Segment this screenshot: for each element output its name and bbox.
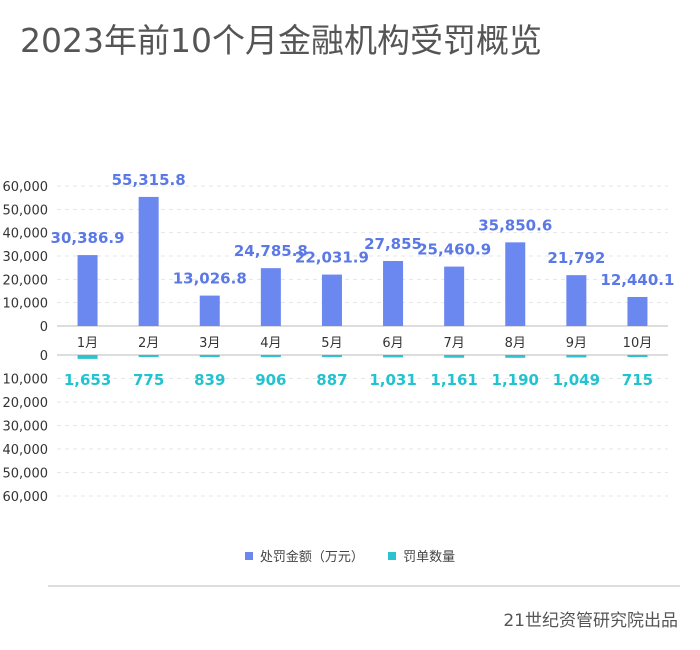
bar-count: [566, 355, 587, 358]
legend-swatch-amount: [244, 552, 253, 560]
bar-amount: [627, 296, 648, 326]
y-tick-label-bottom: 30,000: [3, 420, 49, 435]
y-tick-label-top: 60,000: [3, 180, 49, 195]
data-label-amount: 35,850.6: [478, 216, 552, 234]
chart-canvas: 0 10,000 20,000 30,000 40,000 50,000 60,000 0 10…: [3, 171, 675, 505]
y-tick-label-bottom: 40,000: [3, 443, 49, 458]
bar-amount: [444, 266, 465, 326]
x-tick-label: 9月: [566, 336, 587, 351]
legend-swatch-count: [388, 552, 397, 560]
data-label-amount: 22,031.9: [295, 249, 369, 267]
data-label-count: 1,653: [64, 371, 111, 389]
data-label-count: 887: [316, 371, 347, 389]
data-label-amount: 12,440.1: [600, 271, 674, 289]
bar-amount: [505, 242, 526, 326]
y-tick-label-top: 40,000: [3, 227, 49, 242]
bar-count: [444, 355, 465, 358]
bar-amount: [566, 275, 587, 326]
bar-amount: [383, 261, 404, 326]
legend-label-amount: 处罚金额（万元）: [259, 550, 364, 565]
legend-item-amount[interactable]: 处罚金额（万元）: [244, 550, 364, 565]
x-tick-label: 2月: [138, 336, 159, 351]
bar-amount: [199, 295, 220, 326]
data-label-count: 1,161: [430, 371, 477, 389]
data-label-amount: 13,026.8: [173, 270, 247, 288]
bar-amount: [77, 255, 98, 326]
bar-amount: [138, 196, 159, 326]
x-tick-label: 8月: [505, 336, 526, 351]
data-label-amount: 21,792: [547, 249, 605, 267]
y-tick-label-bottom: 20,000: [3, 396, 49, 411]
y-tick-label-bottom: 60,000: [3, 490, 49, 505]
data-label-count: 715: [622, 371, 653, 389]
y-tick-label-top: 50,000: [3, 203, 49, 218]
data-label-count: 839: [194, 371, 225, 389]
data-label-count: 906: [255, 371, 286, 389]
y-tick-label-bottom: 10,000: [3, 373, 49, 388]
y-tick-label-bottom: 50,000: [3, 467, 49, 482]
x-tick-label: 3月: [199, 336, 220, 351]
data-label-amount: 55,315.8: [112, 171, 186, 189]
bar-amount: [321, 274, 342, 326]
bar-amount: [260, 268, 281, 326]
data-label-count: 1,031: [369, 371, 416, 389]
x-tick-label: 5月: [321, 336, 342, 351]
data-label-count: 1,190: [492, 371, 539, 389]
bar-count: [627, 355, 648, 357]
bar-count: [77, 355, 98, 359]
x-tick-label: 7月: [444, 336, 465, 351]
y-tick-label-top: 10,000: [3, 297, 49, 312]
y-tick-label-bottom: 0: [40, 349, 48, 364]
divider: [48, 585, 680, 587]
data-label-amount: 30,386.9: [51, 229, 125, 247]
data-label-amount: 25,460.9: [417, 241, 491, 259]
x-tick-label: 6月: [382, 336, 403, 351]
data-label-count: 1,049: [553, 371, 600, 389]
x-tick-label: 10月: [623, 336, 653, 351]
bar-count: [138, 355, 159, 357]
legend: 处罚金额（万元） 罚单数量: [0, 546, 700, 565]
bar-count: [260, 355, 281, 358]
y-tick-label-top: 0: [40, 320, 48, 335]
y-tick-label-top: 30,000: [3, 250, 49, 265]
data-label-amount: 27,855: [364, 235, 422, 253]
data-label-amount: 24,785.8: [234, 242, 308, 260]
y-tick-label-top: 20,000: [3, 273, 49, 288]
bar-count: [383, 355, 404, 358]
legend-label-count: 罚单数量: [403, 550, 456, 565]
source-credit: 21世纪资管研究院出品: [503, 611, 678, 631]
x-tick-label: 1月: [77, 336, 98, 351]
legend-item-count[interactable]: 罚单数量: [388, 550, 455, 565]
bar-count: [505, 355, 526, 358]
x-tick-label: 4月: [260, 336, 281, 351]
data-label-count: 775: [133, 371, 164, 389]
bar-count: [321, 355, 342, 358]
page-title: 2023年前10个月金融机构受罚概览: [20, 21, 542, 60]
bar-count: [199, 355, 220, 357]
